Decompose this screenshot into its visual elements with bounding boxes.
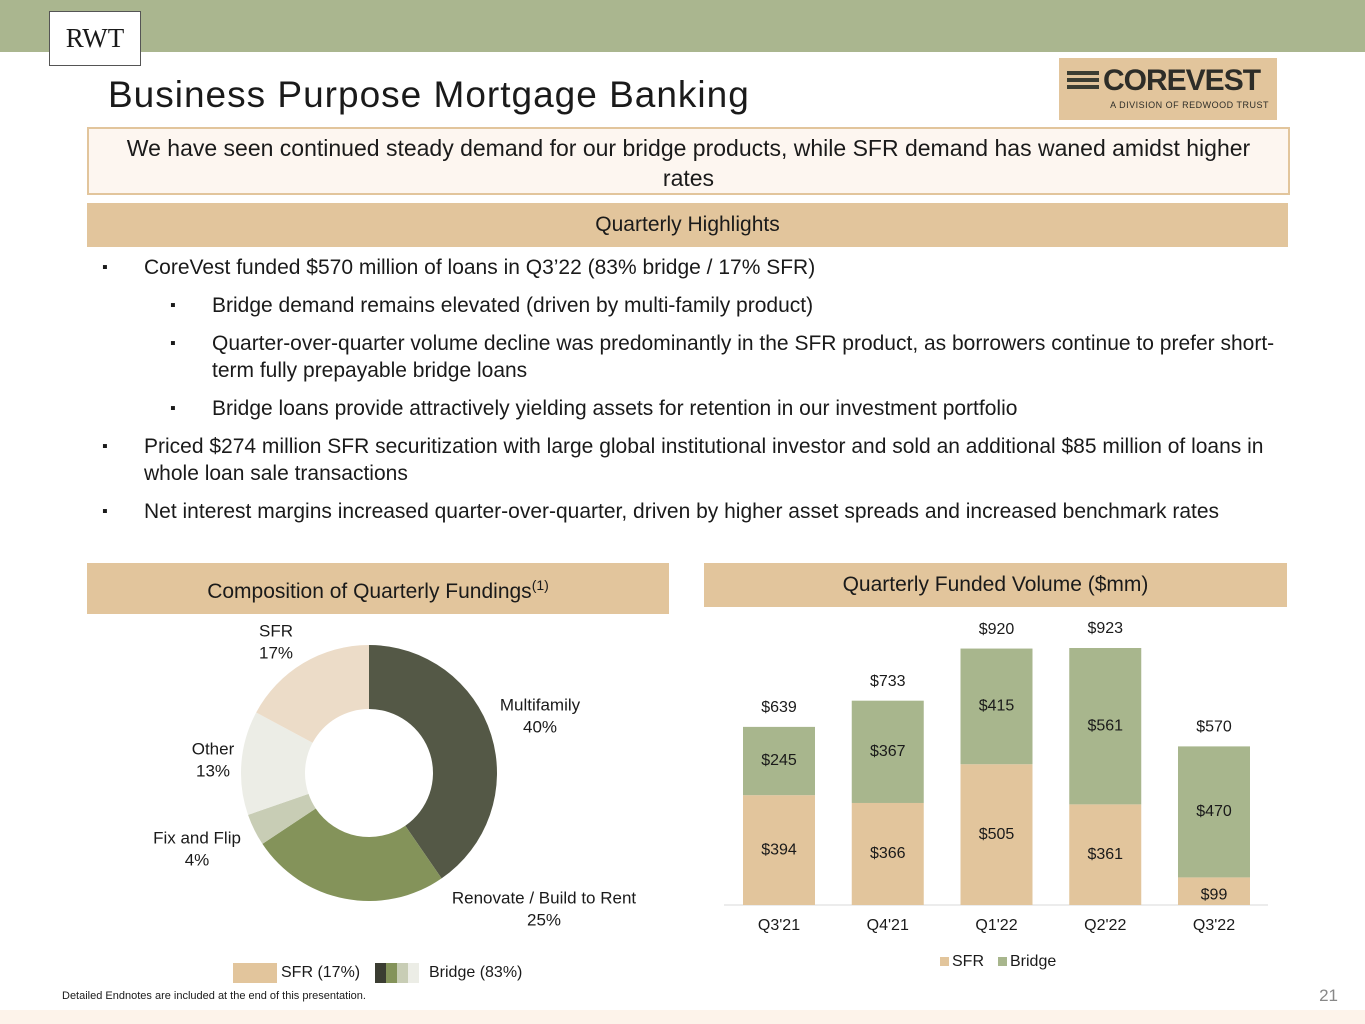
bar-value-label: $367 (870, 743, 906, 760)
bar-segment (1069, 804, 1142, 905)
bar-value-label: $505 (979, 826, 1015, 843)
pie-slice (256, 645, 369, 743)
total-label: $923 (1087, 620, 1123, 637)
legend-swatch (397, 963, 408, 983)
total-label: $920 (979, 621, 1015, 638)
summary-box: We have seen continued steady demand for… (87, 127, 1290, 195)
bar-value-label: $245 (761, 752, 797, 769)
bullet-item: Priced $274 million SFR securitization w… (0, 433, 1290, 487)
legend-label: SFR (952, 953, 984, 970)
slice-value: 4% (185, 850, 210, 869)
x-tick-label: Q2'22 (1084, 917, 1126, 934)
bar-segment (960, 648, 1033, 765)
total-label: $570 (1196, 718, 1232, 735)
bar-value-label: $366 (870, 845, 906, 862)
section-header: Quarterly Funded Volume ($mm) (704, 563, 1287, 607)
footnote: Detailed Endnotes are included at the en… (62, 990, 366, 1002)
slice-label: SFR (259, 621, 293, 640)
slice-label: Multifamily (500, 695, 581, 714)
bullet-item: Net interest margins increased quarter-o… (0, 498, 1290, 525)
section-header: Quarterly Highlights (87, 203, 1288, 247)
x-tick-label: Q3'22 (1193, 917, 1235, 934)
brand-tagline: A DIVISION OF REDWOOD TRUST (1110, 100, 1269, 110)
bar-value-label: $394 (761, 841, 797, 858)
brand-name: COREVEST (1103, 64, 1261, 97)
legend-swatch (233, 963, 277, 983)
bar-segment (851, 700, 924, 803)
total-label: $639 (761, 699, 797, 716)
pie-slice (248, 793, 316, 844)
bullet-item: Quarter-over-quarter volume decline was … (0, 330, 1290, 384)
highlight-list: CoreVest funded $570 million of loans in… (0, 254, 1290, 536)
bar-value-label: $99 (1201, 886, 1228, 903)
top-band (0, 0, 1365, 52)
slice-value: 17% (259, 643, 293, 662)
bar-value-label: $561 (1087, 717, 1123, 734)
legend-label: SFR (17%) (281, 964, 360, 981)
section-header: Composition of Quarterly Fundings(1) (87, 563, 669, 614)
pie-slice (369, 645, 497, 879)
bullet-item: CoreVest funded $570 million of loans in… (0, 254, 1290, 281)
brand-mark (1067, 78, 1099, 82)
legend-swatch (408, 963, 419, 983)
chart-title: Composition of Quarterly Fundings (207, 580, 532, 603)
bar-segment (743, 726, 815, 796)
legend-label: Bridge (83%) (429, 964, 522, 981)
bar-segment (1178, 877, 1250, 905)
slice-label: Fix and Flip (153, 828, 241, 847)
x-tick-label: Q3'21 (758, 917, 800, 934)
bar-value-label: $470 (1196, 803, 1232, 820)
legend-swatch (940, 957, 949, 966)
legend-swatch (998, 957, 1007, 966)
bar-segment (1178, 746, 1250, 878)
legend-label: Bridge (1010, 953, 1056, 970)
slice-value: 13% (196, 761, 230, 780)
bullet-item: Bridge demand remains elevated (driven b… (0, 292, 1290, 319)
x-tick-label: Q1'22 (975, 917, 1017, 934)
page-title: Business Purpose Mortgage Banking (108, 74, 750, 115)
bar-segment (851, 802, 924, 905)
bar-value-label: $415 (979, 698, 1015, 715)
pie-slice (262, 808, 442, 902)
logo: RWT (49, 11, 141, 66)
pie-slice (241, 712, 313, 815)
total-label: $733 (870, 673, 906, 690)
slice-label: Renovate / Build to Rent (452, 888, 637, 907)
bottom-band (0, 1010, 1365, 1024)
bar-segment (743, 795, 815, 905)
bar-value-label: $361 (1087, 846, 1123, 863)
bullet-item: Bridge loans provide attractively yieldi… (0, 395, 1290, 422)
summary-text: We have seen continued steady demand for… (126, 135, 1251, 191)
bar-segment (960, 764, 1033, 905)
slice-value: 25% (527, 910, 561, 929)
slice-value: 40% (523, 717, 557, 736)
legend-swatch (386, 963, 397, 983)
brand-logo: COREVEST A DIVISION OF REDWOOD TRUST (1059, 58, 1277, 120)
x-tick-label: Q4'21 (867, 917, 909, 934)
slice-label: Other (192, 739, 235, 758)
chart-title-note: (1) (531, 577, 549, 593)
page-number: 21 (1319, 986, 1338, 1005)
legend-swatch (375, 963, 386, 983)
bar-segment (1069, 648, 1142, 805)
